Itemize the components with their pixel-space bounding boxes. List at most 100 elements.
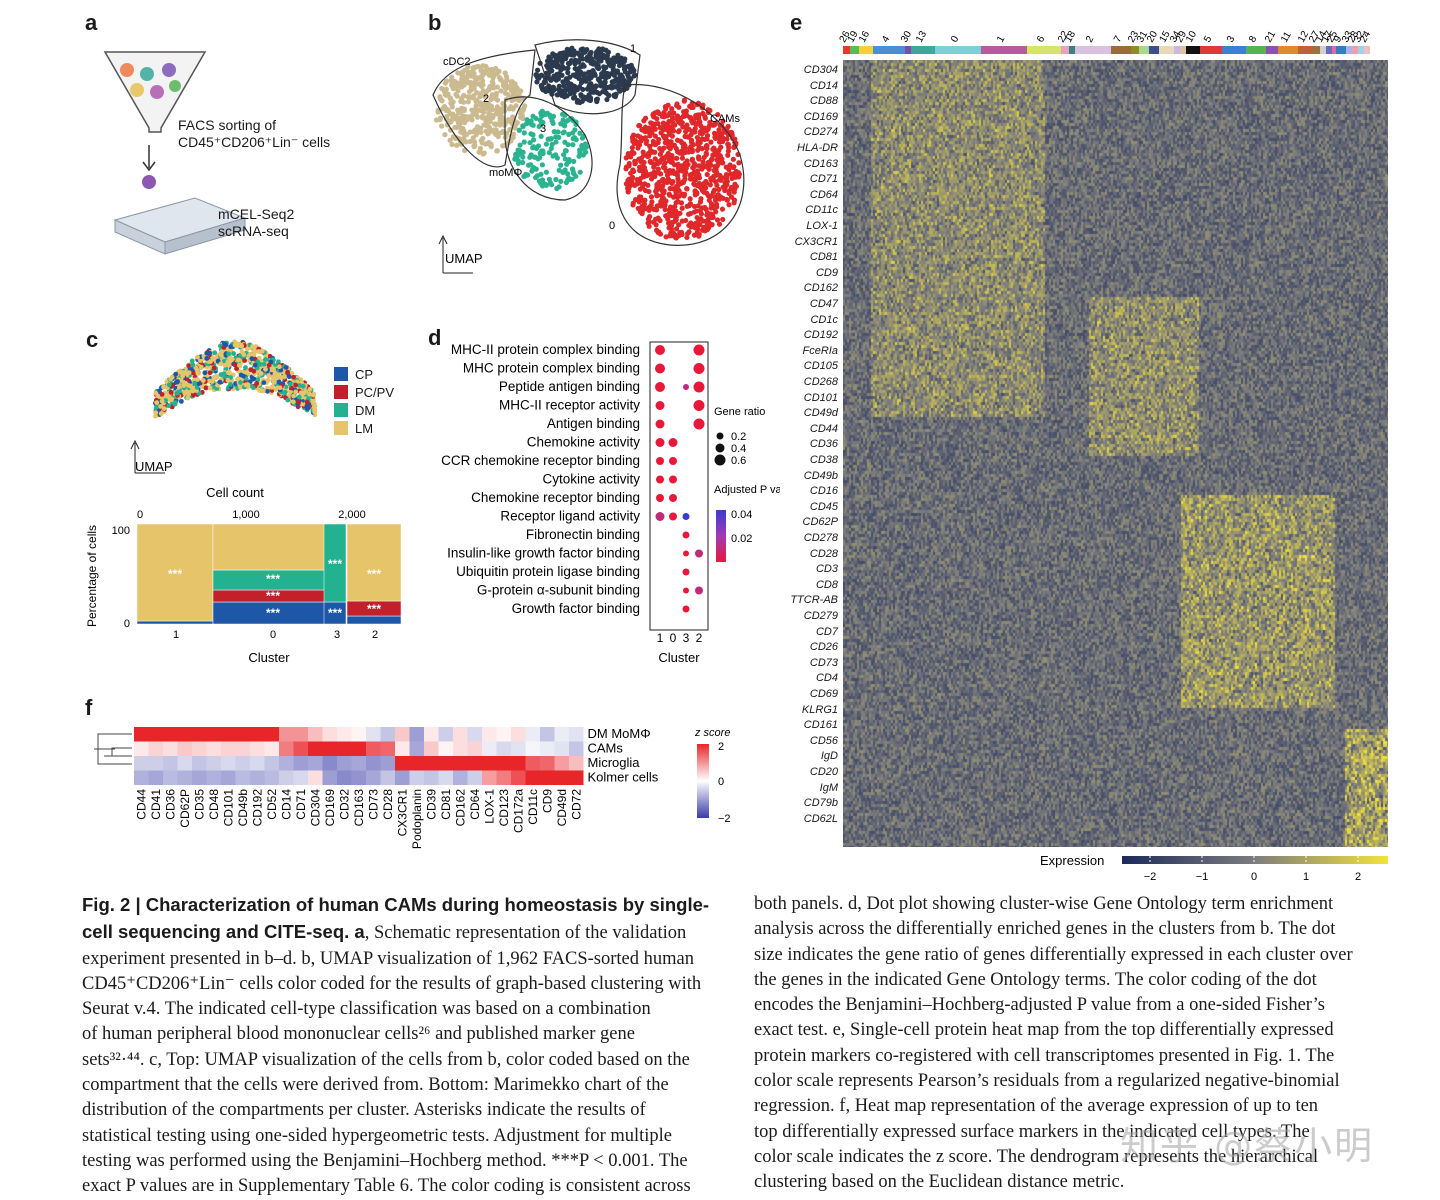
cluster-color-bar xyxy=(1069,46,1075,54)
panel-b-label: b xyxy=(428,10,442,35)
go-term-label: G-protein α-subunit binding xyxy=(477,583,640,598)
size-legend-dot xyxy=(716,432,724,440)
umap-point xyxy=(715,111,721,118)
umap-point xyxy=(646,214,653,220)
heat-cell xyxy=(467,727,482,742)
cluster-top-label: 29 xyxy=(1174,29,1189,45)
umap-point xyxy=(559,59,565,65)
umap-point xyxy=(688,224,694,230)
heat-cell xyxy=(192,727,207,742)
legend-label: DM xyxy=(355,402,376,418)
cluster-top-label: 30 xyxy=(899,29,914,45)
umap-point xyxy=(285,369,291,375)
dot-mark xyxy=(693,344,705,356)
umap-point xyxy=(173,400,178,406)
expression-colorbar xyxy=(1122,856,1388,864)
umap-point xyxy=(732,172,738,179)
umap-point xyxy=(647,158,653,164)
heat-cell xyxy=(206,727,221,742)
umap-point xyxy=(548,60,554,66)
umap-point xyxy=(515,147,521,153)
umap-point xyxy=(720,118,726,124)
step2-text: mCEL-Seq2 scRNA-seq xyxy=(218,206,295,239)
umap-point xyxy=(674,155,680,161)
caption-line: exact test. e, Single-cell protein heat … xyxy=(754,1020,1334,1041)
legend-item: CP xyxy=(334,365,394,383)
umap-point xyxy=(716,177,723,183)
umap-point xyxy=(710,176,716,182)
umap-point xyxy=(443,78,450,84)
umap-point xyxy=(702,114,708,120)
umap-point xyxy=(218,372,224,378)
umap-point xyxy=(543,141,550,147)
umap-point xyxy=(654,193,660,199)
umap-point xyxy=(587,95,594,101)
umap-point xyxy=(554,92,560,98)
heat-cell xyxy=(496,756,511,771)
umap-point xyxy=(563,148,569,154)
zscore-title: z score xyxy=(694,727,730,739)
y-tick: 100 xyxy=(112,525,130,537)
heatmap-row-label: CD279 xyxy=(803,610,838,622)
umap-point xyxy=(538,148,545,154)
umap-point xyxy=(697,182,703,188)
umap-point xyxy=(185,395,191,401)
umap-point xyxy=(679,218,685,224)
cluster-color-bar xyxy=(1332,46,1336,54)
umap-point xyxy=(655,166,661,172)
umap-point xyxy=(563,56,569,62)
dot-mark xyxy=(682,513,690,520)
heatmap-row-label: CD79b xyxy=(803,797,838,810)
umap-point xyxy=(615,52,621,58)
umap-point xyxy=(482,68,488,74)
heat-cell xyxy=(192,770,207,785)
heat-cell xyxy=(409,727,424,742)
go-term-label: MHC-II protein complex binding xyxy=(451,342,640,357)
umap-point xyxy=(231,351,237,356)
cluster-top-label: 14 xyxy=(1314,29,1329,45)
umap-point xyxy=(673,183,680,190)
umap-point xyxy=(636,123,642,129)
umap-point xyxy=(717,172,723,178)
umap-point xyxy=(207,385,213,391)
umap-point xyxy=(555,129,561,135)
umap-point xyxy=(577,130,583,136)
heat-cell xyxy=(279,770,294,785)
umap-point xyxy=(458,98,464,105)
umap-point xyxy=(655,186,661,192)
caption-line: experiment presented in b–d. b, UMAP vis… xyxy=(82,948,694,969)
caption-line: regression. f, Heat map representation o… xyxy=(754,1096,1319,1117)
umap-point xyxy=(628,179,635,185)
umap-point xyxy=(635,139,642,146)
dot-mark xyxy=(693,363,705,374)
umap-point xyxy=(695,139,701,145)
umap-point xyxy=(159,391,165,397)
umap-point xyxy=(568,57,575,64)
umap-point xyxy=(707,119,713,126)
umap-point xyxy=(555,56,561,62)
umap-point xyxy=(703,178,709,185)
umap-point xyxy=(304,406,310,411)
dot-mark xyxy=(683,384,689,390)
heatmap-row-label: IgM xyxy=(819,781,838,794)
expression-tick: 2 xyxy=(1355,871,1361,883)
heatmap-row-label: KLRG1 xyxy=(801,703,838,716)
umap-point xyxy=(240,373,246,379)
umap-point xyxy=(623,166,629,172)
mekko-segment xyxy=(136,620,214,625)
heat-cell xyxy=(496,741,511,756)
umap-point xyxy=(564,161,570,167)
expression-tick: −1 xyxy=(1196,871,1209,883)
cluster-top-label: 31 xyxy=(1135,29,1150,45)
umap-point xyxy=(238,380,243,385)
umap-point xyxy=(652,156,658,162)
umap-point xyxy=(709,212,716,218)
umap-point xyxy=(563,76,569,82)
umap-point xyxy=(482,93,488,99)
umap-point xyxy=(503,73,509,80)
go-term-label: Ubiquitin protein ligase binding xyxy=(456,564,640,579)
umap-point xyxy=(249,356,255,362)
caption-line: color scale indicates the z score. The d… xyxy=(754,1146,1319,1167)
heatmap-row-label: CD47 xyxy=(809,298,838,310)
caption-left: Fig. 2 | Characterization of human CAMs … xyxy=(82,892,732,1200)
